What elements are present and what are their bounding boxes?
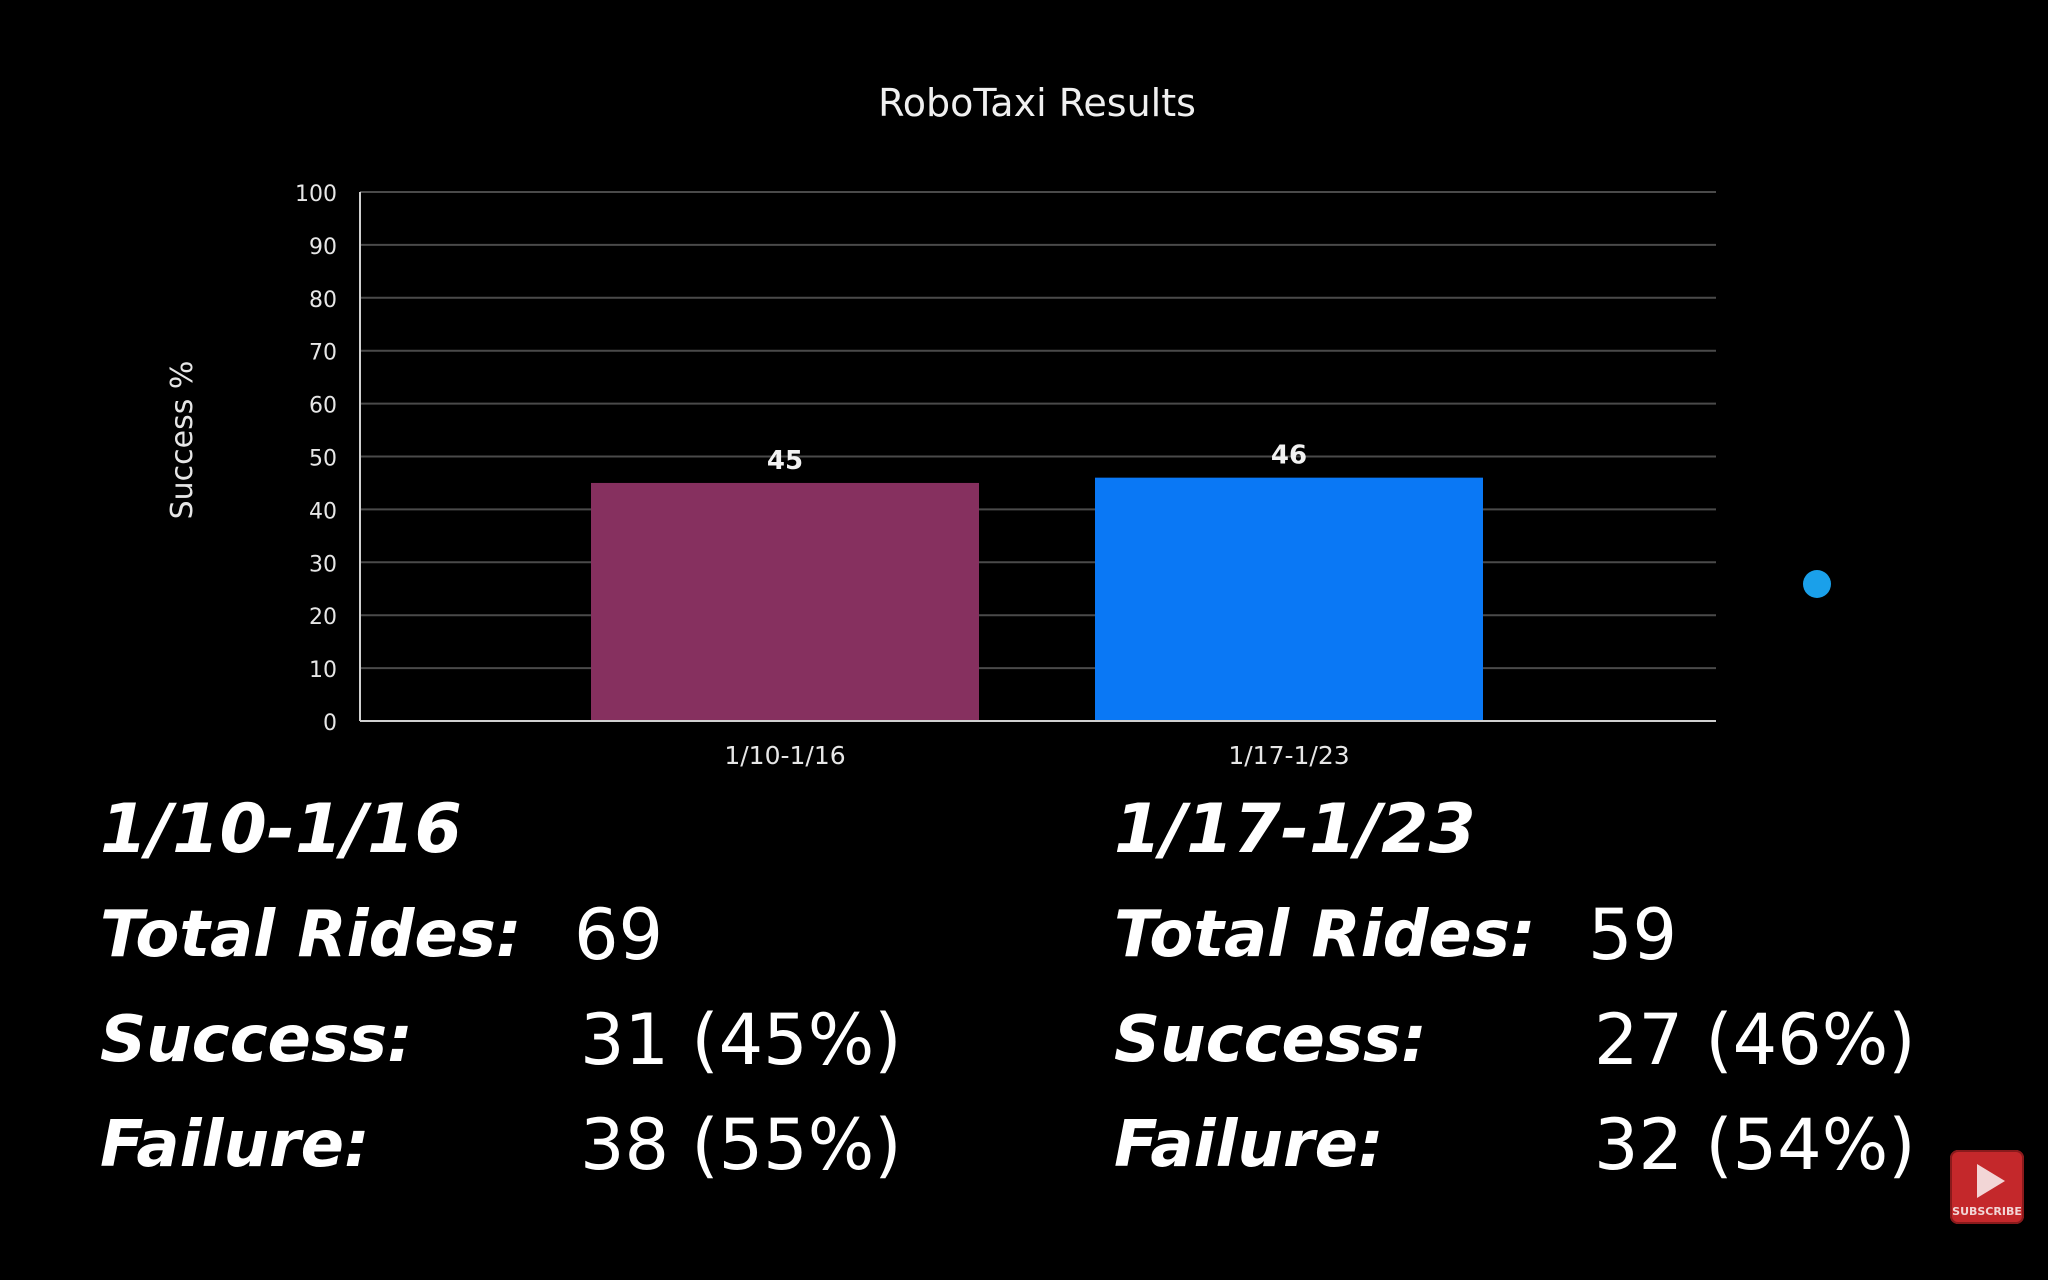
failure-row: Failure: 38 (55%) <box>100 1095 1000 1200</box>
y-tick-label: 100 <box>295 182 337 207</box>
success-row: Success: 27 (46%) <box>1114 990 2014 1095</box>
play-icon <box>1977 1164 2005 1198</box>
stats-panel: 1/10-1/16 Total Rides: 69 Success: 31 (4… <box>0 780 2048 1200</box>
stats-week-2: 1/17-1/23 Total Rides: 59 Success: 27 (4… <box>1114 780 2014 1200</box>
y-tick-label: 30 <box>309 552 337 577</box>
y-tick-label: 40 <box>309 499 337 524</box>
subscribe-label: SUBSCRIBE <box>1952 1205 2022 1218</box>
week-range: 1/17-1/23 <box>1114 790 1476 869</box>
y-tick-label: 90 <box>309 235 337 260</box>
success-value: 27 (46%) <box>1594 999 1916 1081</box>
success-label: Success: <box>100 1003 413 1077</box>
y-tick-label: 70 <box>309 341 337 366</box>
success-row: Success: 31 (45%) <box>100 990 1000 1095</box>
y-tick-label: 50 <box>309 447 337 472</box>
x-tick-label: 1/17-1/23 <box>1228 741 1349 770</box>
failure-value: 38 (55%) <box>580 1104 902 1186</box>
failure-value: 32 (54%) <box>1594 1104 1916 1186</box>
bars: 45 46 <box>591 441 1483 721</box>
total-rides-value: 59 <box>1588 894 1678 976</box>
y-tick-labels: 0 10 20 30 40 50 60 70 80 90 100 <box>295 182 337 736</box>
total-rides-label: Total Rides: <box>100 898 522 972</box>
y-tick-label: 20 <box>309 605 337 630</box>
bar-chart: RoboTaxi Results Success % 0 10 20 30 40 50 60… <box>165 81 1716 770</box>
week-range: 1/10-1/16 <box>100 790 462 869</box>
failure-row: Failure: 32 (54%) <box>1114 1095 2014 1200</box>
success-label: Success: <box>1114 1003 1427 1077</box>
y-tick-label: 60 <box>309 394 337 419</box>
y-tick-label: 80 <box>309 288 337 313</box>
gridlines <box>360 191 1716 670</box>
chart-title: RoboTaxi Results <box>878 81 1196 125</box>
data-label: 46 <box>1271 441 1307 471</box>
subscribe-button[interactable]: SUBSCRIBE <box>1950 1150 2024 1224</box>
y-tick-label: 10 <box>309 658 337 683</box>
success-value: 31 (45%) <box>580 999 902 1081</box>
total-rides-row: Total Rides: 59 <box>1114 885 2014 990</box>
failure-label: Failure: <box>1114 1108 1384 1182</box>
failure-label: Failure: <box>100 1108 370 1182</box>
y-tick-label: 0 <box>323 711 337 736</box>
cursor-dot-icon <box>1803 570 1831 598</box>
x-tick-label: 1/10-1/16 <box>724 741 845 770</box>
total-rides-row: Total Rides: 69 <box>100 885 1000 990</box>
x-tick-labels: 1/10-1/16 1/17-1/23 <box>724 741 1349 770</box>
total-rides-label: Total Rides: <box>1114 898 1536 972</box>
y-axis-label: Success % <box>165 361 200 520</box>
bar <box>1095 477 1483 721</box>
data-label: 45 <box>767 446 803 476</box>
total-rides-value: 69 <box>574 894 664 976</box>
stats-week-1: 1/10-1/16 Total Rides: 69 Success: 31 (4… <box>100 780 1000 1200</box>
bar <box>591 482 979 721</box>
